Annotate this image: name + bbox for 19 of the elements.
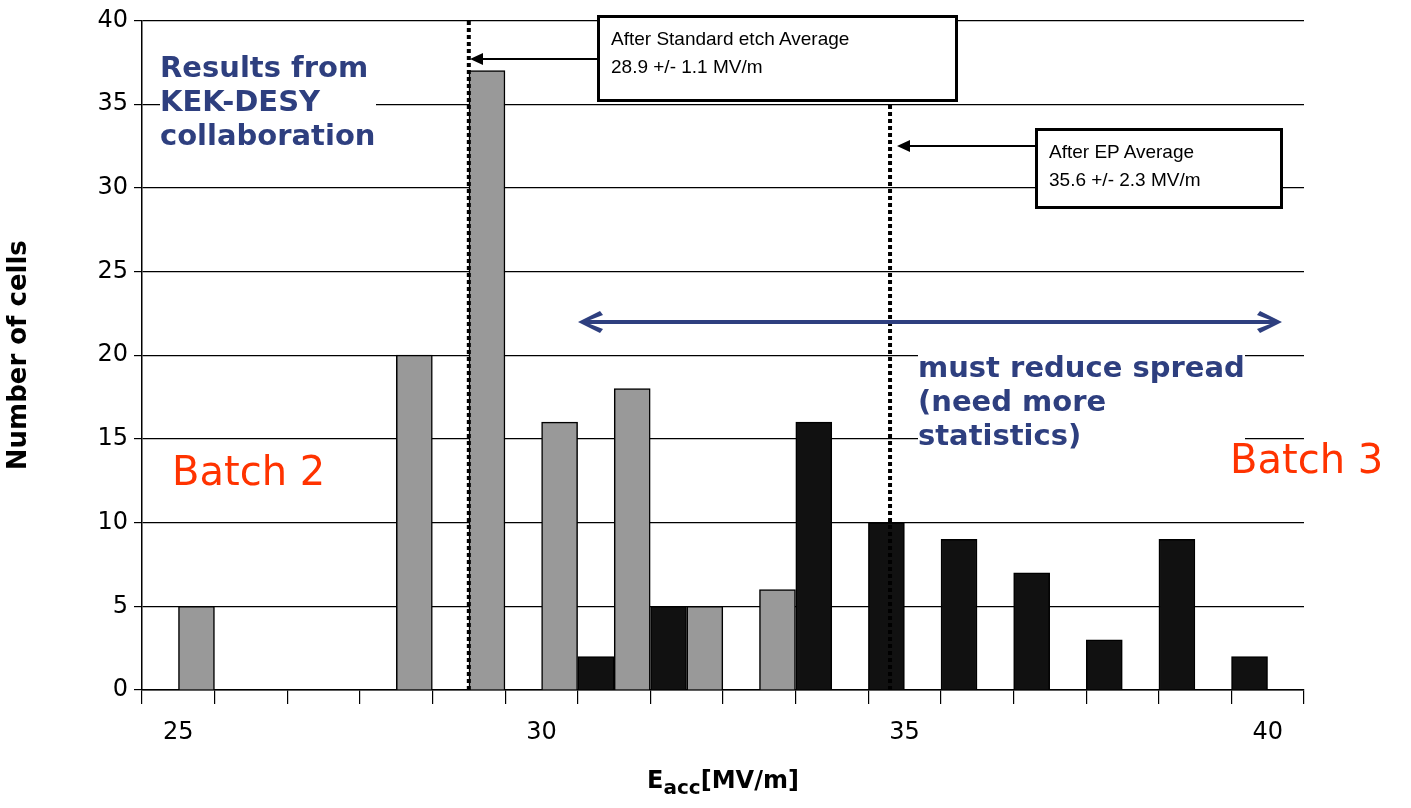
y-tick-label: 30	[97, 172, 128, 201]
x-tick-label: 30	[526, 716, 557, 745]
annotation: After EP Average 35.6 +/- 2.3 MV/m	[1048, 140, 1202, 192]
annotation: After Standard etch Average 28.9 +/- 1.1 MV/m	[610, 27, 851, 79]
x-tick-label: 35	[889, 716, 920, 745]
y-tick-label: 5	[112, 590, 128, 619]
y-tick-label: 35	[97, 88, 128, 117]
y-tick-label: 10	[97, 506, 128, 535]
x-axis-title: E$_{acc}$[MV/m]	[647, 766, 799, 799]
y-axis-title: Number of cells	[2, 240, 33, 471]
y-tick-label: 0	[112, 674, 128, 703]
annotation: Batch 2	[172, 448, 326, 494]
x-tick-label: 25	[163, 716, 194, 745]
y-tick-label: 15	[97, 423, 128, 452]
y-tick-label: 20	[97, 339, 128, 368]
annotation: Results from KEK-DESY collaboration	[160, 50, 376, 152]
y-tick-label: 25	[97, 255, 128, 284]
x-tick-label: 40	[1252, 716, 1283, 745]
y-tick-label: 40	[97, 4, 128, 33]
